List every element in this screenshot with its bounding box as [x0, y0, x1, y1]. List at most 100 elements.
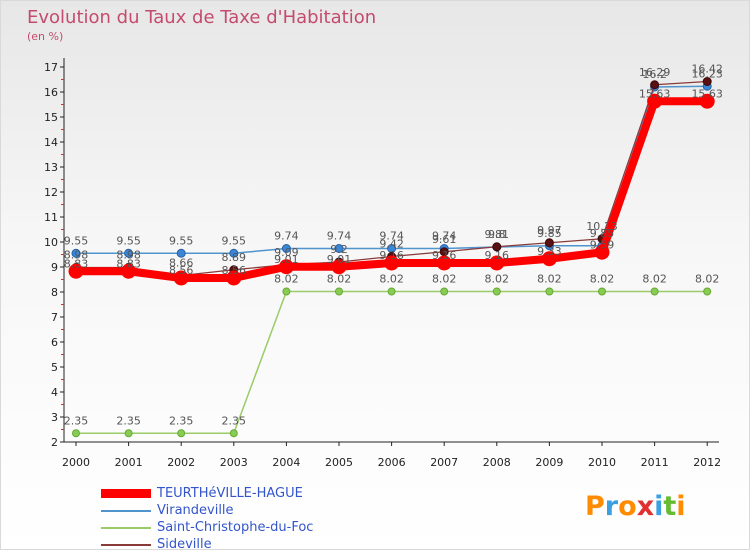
logo-letter: t — [663, 491, 677, 522]
data-label: 15.63 — [691, 87, 723, 100]
data-label: 8.66 — [169, 257, 194, 270]
data-label: 9.74 — [432, 230, 457, 243]
legend-label: Sideville — [157, 537, 212, 552]
data-point — [594, 244, 610, 260]
data-labels: 8.83 8.83 8.56 8.56 9.01 9.01 9.16 9.16 9.16 9.33… — [64, 63, 723, 428]
data-label: 16.42 — [691, 63, 723, 76]
data-point — [331, 259, 347, 275]
y-tick-label: 2 — [51, 436, 58, 449]
data-label: 9.42 — [379, 238, 404, 251]
data-point — [699, 93, 715, 109]
y-tick-label: 15 — [44, 111, 58, 124]
data-label: 9.01 — [327, 253, 352, 266]
logo-letter: i — [654, 491, 664, 522]
data-label: 9.74 — [379, 230, 404, 243]
y-tick-label: 12 — [44, 186, 58, 199]
data-label: 8.02 — [537, 273, 562, 286]
data-point — [72, 429, 80, 438]
data-point — [124, 429, 133, 438]
data-label: 9.59 — [590, 238, 615, 251]
data-label: 9.55 — [169, 234, 194, 247]
x-tick-label: 2002 — [167, 456, 195, 469]
x-tick-label: 2000 — [62, 456, 90, 469]
chart-axes: 2 3 4 5 6 7 8 9 10 11 12 13 14 15 16 17 2000 2001 2002 2003… — [44, 58, 721, 469]
data-point — [229, 248, 239, 258]
data-point — [492, 242, 502, 252]
proxiti-logo: Proxiti — [585, 491, 686, 522]
y-tick-label: 9 — [51, 261, 58, 274]
x-tick-label: 2007 — [430, 456, 458, 469]
data-label: 9.81 — [485, 228, 510, 241]
data-label: 8.02 — [274, 273, 299, 286]
y-tick-label: 14 — [44, 136, 58, 149]
legend-swatch — [101, 543, 151, 546]
data-point — [278, 259, 294, 275]
data-label: 9.74 — [327, 230, 352, 243]
legend-item: Sideville — [101, 536, 313, 553]
data-label: 8.89 — [222, 251, 247, 264]
data-label: 2.35 — [64, 414, 89, 427]
data-point — [334, 244, 344, 253]
x-tick-label: 2012 — [693, 456, 721, 469]
data-label: 2.35 — [169, 414, 194, 427]
data-label: 9.2 — [330, 243, 348, 256]
data-label: 8.56 — [222, 264, 247, 277]
legend-label: TEURTHéVILLE-HAGUE — [157, 486, 303, 501]
data-point — [545, 287, 554, 296]
logo-letter: o — [618, 491, 637, 522]
data-label: 2.35 — [222, 414, 247, 427]
x-tick-label: 2004 — [272, 456, 300, 469]
data-point — [387, 287, 396, 296]
data-label: 8.56 — [169, 264, 194, 277]
y-tick-label: 3 — [51, 411, 58, 424]
data-label: 16.2 — [642, 68, 667, 81]
x-tick-label: 2003 — [220, 456, 248, 469]
logo-letter: r — [604, 491, 619, 522]
y-tick-label: 13 — [44, 161, 58, 174]
y-tick-label: 4 — [51, 386, 58, 399]
data-label: 9.85 — [590, 227, 615, 240]
data-label: 9.85 — [537, 227, 562, 240]
data-label: 9.55 — [64, 234, 89, 247]
x-tick-label: 2008 — [483, 456, 511, 469]
data-point — [440, 287, 449, 296]
data-point — [282, 287, 291, 296]
data-label: 9.01 — [274, 253, 299, 266]
data-point — [173, 270, 189, 286]
legend-label: Virandeville — [157, 503, 234, 518]
legend-swatch — [101, 526, 151, 529]
data-point — [177, 429, 186, 438]
y-tick-label: 16 — [44, 86, 58, 99]
data-label: 9.16 — [485, 249, 510, 262]
data-point — [544, 238, 554, 248]
legend-item: TEURTHéVILLE-HAGUE — [101, 485, 313, 502]
x-tick-label: 2010 — [588, 456, 616, 469]
data-point — [541, 251, 557, 267]
data-label: 9.61 — [432, 233, 457, 246]
data-point — [229, 429, 238, 438]
series-line — [76, 290, 708, 434]
data-label: 10.13 — [586, 220, 618, 233]
data-point — [650, 287, 659, 296]
logo-letter: P — [585, 491, 605, 522]
data-label: 8.83 — [64, 257, 89, 270]
data-point — [121, 263, 137, 279]
data-label: 8.02 — [695, 273, 720, 286]
data-point — [335, 287, 343, 296]
y-tick-label: 5 — [51, 361, 58, 374]
data-label: 8.83 — [116, 257, 141, 270]
legend-item: Saint-Christophe-du-Foc — [101, 519, 313, 536]
legend-swatch — [101, 489, 151, 498]
data-label: 9.74 — [274, 230, 299, 243]
legend: TEURTHéVILLE-HAGUE Virandeville Saint-Chri… — [101, 485, 313, 553]
data-label: 8.02 — [590, 273, 615, 286]
data-point — [650, 80, 660, 90]
x-tick-label: 2006 — [378, 456, 406, 469]
data-label: 16.29 — [639, 66, 671, 79]
logo-letter: x — [636, 491, 655, 522]
data-label: 16.23 — [691, 67, 723, 80]
legend-swatch — [101, 509, 151, 512]
data-point — [598, 287, 606, 296]
